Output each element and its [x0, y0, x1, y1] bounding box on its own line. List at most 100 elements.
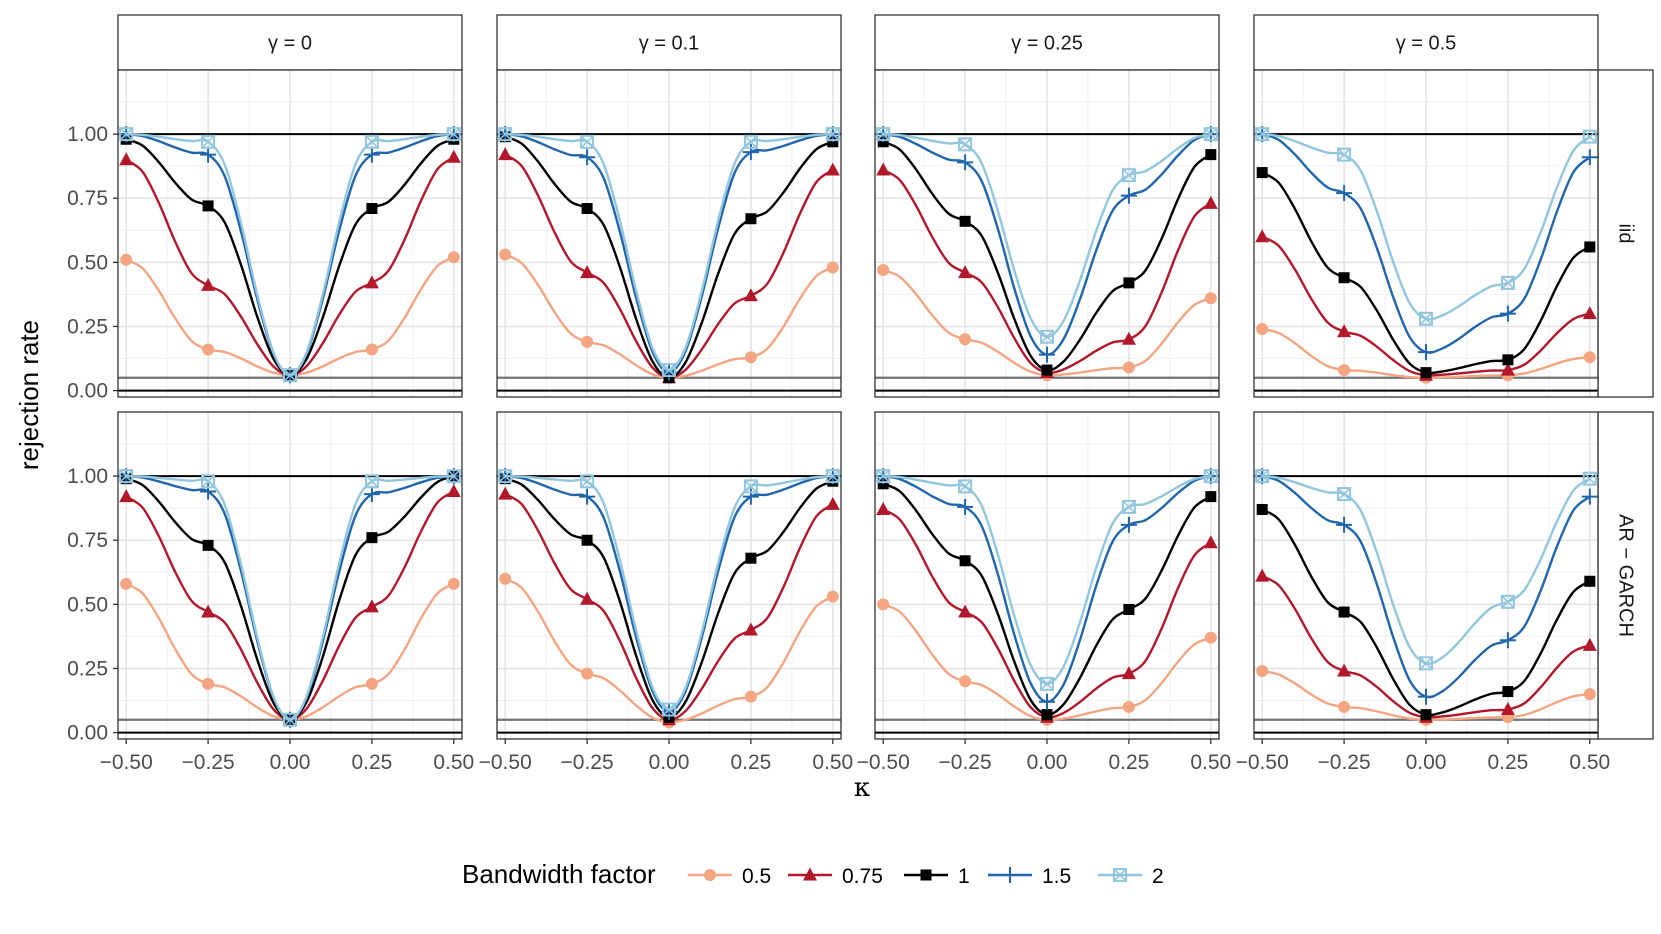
data-point-2-4-box	[446, 127, 461, 142]
data-point-2-1-diag2	[958, 137, 972, 151]
x-tick-label: −0.50	[1236, 751, 1289, 774]
data-point-2-0-diag2	[119, 469, 133, 483]
data-point-2-3	[1500, 594, 1515, 609]
data-point-2-0	[119, 127, 134, 142]
data-point-2-4-diag2	[1204, 127, 1218, 141]
legend-key-marker	[704, 869, 716, 881]
data-point-2-4-box	[1582, 129, 1597, 144]
data-point-2-4-box	[1582, 471, 1597, 486]
data-point-0.5-4-shape	[1204, 631, 1217, 644]
data-point-0.75-3-shape	[743, 622, 758, 636]
data-point-0.5-4	[447, 577, 460, 590]
data-point-2-0	[876, 469, 891, 484]
data-point-2-3-diag2	[1122, 500, 1136, 514]
data-point-2-4	[1203, 469, 1218, 484]
data-point-2-0-box	[498, 127, 513, 142]
y-tick-label: 1.00	[67, 465, 108, 488]
panel-r1-c3: −0.50 −0.25 0.00 0.25 0.50	[1236, 411, 1610, 774]
data-point-2-4-diag2	[1583, 472, 1597, 486]
data-point-0.75-0-shape	[1255, 229, 1270, 243]
legend-key-marker-box	[1113, 868, 1127, 882]
data-point-2-2-box	[662, 363, 676, 378]
data-point-0.5-4-shape	[447, 251, 460, 264]
x-tick-label: 0.00	[649, 751, 690, 774]
legend-item-1: 1	[904, 865, 970, 888]
data-point-1.5-4	[1581, 149, 1598, 166]
data-point-0.75-3	[1500, 362, 1515, 376]
data-point-2-4	[825, 469, 840, 484]
data-point-1-1-shape	[581, 202, 593, 214]
data-point-1-1-shape	[959, 215, 971, 227]
data-point-0.75-0	[498, 147, 513, 161]
column-strip-label-2: γ = 0.25	[1011, 33, 1083, 55]
data-point-1-1-shape	[959, 555, 971, 567]
y-tick-label: 0.75	[67, 529, 108, 552]
data-point-2-3-box	[1500, 275, 1515, 290]
legend-item-0.5: 0.5	[688, 865, 771, 888]
legend-key-marker-shape	[803, 867, 817, 881]
data-point-2-0-diag2	[498, 127, 512, 141]
data-point-2-2	[662, 363, 676, 378]
data-point-2-1	[580, 134, 595, 149]
data-point-0.75-0-shape	[876, 501, 891, 515]
legend-label: 0.75	[842, 865, 883, 888]
data-point-0.75-3-shape	[364, 275, 379, 289]
y-tick-label: 0.00	[67, 722, 108, 745]
data-point-2-3	[743, 134, 758, 149]
legend-item-2: 2	[1098, 865, 1164, 888]
data-point-0.75-4-shape	[1203, 535, 1218, 549]
data-point-2-1-box	[1337, 147, 1352, 162]
data-point-0.75-4-shape	[825, 496, 840, 510]
data-point-2-3-diag2	[1122, 168, 1136, 182]
data-point-1-1	[581, 202, 593, 214]
data-point-0.5-1	[1338, 364, 1351, 377]
data-point-1-3	[1502, 354, 1514, 366]
data-point-2-2	[283, 712, 297, 727]
x-tick-label: 0.25	[351, 751, 392, 774]
data-point-1-3-shape	[1123, 603, 1135, 615]
data-point-2-3-diag2	[1501, 595, 1515, 609]
data-point-1-4-shape	[1205, 491, 1217, 503]
x-axis-title: κ	[854, 773, 870, 803]
data-point-2-2	[1040, 676, 1054, 691]
data-point-1-3	[366, 532, 378, 544]
data-point-2-1-box	[201, 474, 216, 489]
data-point-0.75-1	[580, 265, 595, 279]
row-strip-box-0	[1597, 69, 1654, 398]
data-point-1.5-1	[957, 154, 974, 171]
data-point-2-3-box	[1500, 594, 1515, 609]
x-tick-label: −0.50	[857, 751, 910, 774]
data-point-1-3-shape	[366, 202, 378, 214]
data-point-1-1	[202, 539, 214, 551]
data-point-2-2-box	[1040, 676, 1054, 691]
data-point-2-4-box	[825, 469, 840, 484]
data-point-0.5-1	[1338, 700, 1351, 713]
legend-label: 1.5	[1042, 865, 1071, 888]
data-point-1-2-shape	[1420, 367, 1432, 379]
data-point-1-0-shape	[1256, 503, 1268, 515]
data-point-2-1-diag2	[580, 474, 594, 488]
data-point-0.5-0-shape	[120, 577, 133, 590]
column-strip-2: γ = 0.25	[874, 14, 1220, 71]
data-point-0.5-3-shape	[365, 677, 378, 690]
data-point-2-4-diag2	[447, 127, 461, 141]
data-point-2-0-box	[1255, 127, 1270, 142]
panel-r1-c1: −0.50 −0.25 0.00 0.25 0.50	[479, 411, 853, 774]
data-point-0.5-3	[1122, 361, 1135, 374]
data-point-1-2	[1420, 709, 1432, 721]
data-point-0.5-3	[1122, 700, 1135, 713]
column-strip-3: γ = 0.5	[1253, 14, 1599, 71]
data-point-2-2-box	[283, 368, 297, 383]
data-point-2-1-box	[201, 134, 216, 149]
data-point-2-0-box	[119, 127, 134, 142]
data-point-0.5-0-shape	[877, 598, 890, 611]
data-point-0.5-1	[581, 335, 594, 348]
data-point-2-3	[364, 474, 379, 489]
data-point-1.5-3	[1120, 516, 1137, 533]
data-point-2-1-box	[580, 134, 595, 149]
y-tick-label: 0.25	[67, 657, 108, 680]
panel-series	[1254, 126, 1598, 384]
data-point-0.5-3	[365, 677, 378, 690]
panel-series	[118, 468, 462, 728]
column-strip-box-1	[496, 14, 842, 71]
